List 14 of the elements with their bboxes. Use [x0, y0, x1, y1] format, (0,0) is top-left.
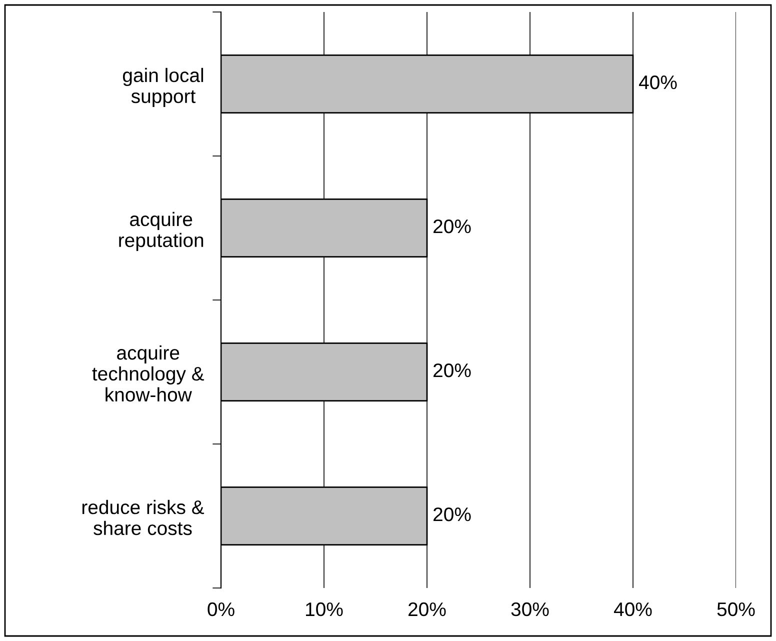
y-tick-label: reduce risks & share costs: [82, 500, 204, 536]
y-tick-label: acquire technology & know-how: [92, 345, 204, 402]
data-label: 40%: [639, 75, 677, 90]
x-tick-label: 40%: [614, 602, 652, 616]
x-tick-label: 30%: [511, 602, 549, 616]
data-label: 20%: [434, 507, 471, 522]
x-tick-label: 20%: [408, 602, 446, 616]
data-label: 20%: [434, 219, 471, 234]
x-tick-label: 10%: [306, 602, 343, 616]
x-tick-label: 50%: [717, 602, 755, 616]
y-tick-label: acquire reputation: [119, 212, 204, 251]
data-label: 20%: [434, 363, 471, 378]
y-tick-label: gain local support: [123, 68, 204, 107]
x-tick-label: 0%: [208, 602, 234, 616]
